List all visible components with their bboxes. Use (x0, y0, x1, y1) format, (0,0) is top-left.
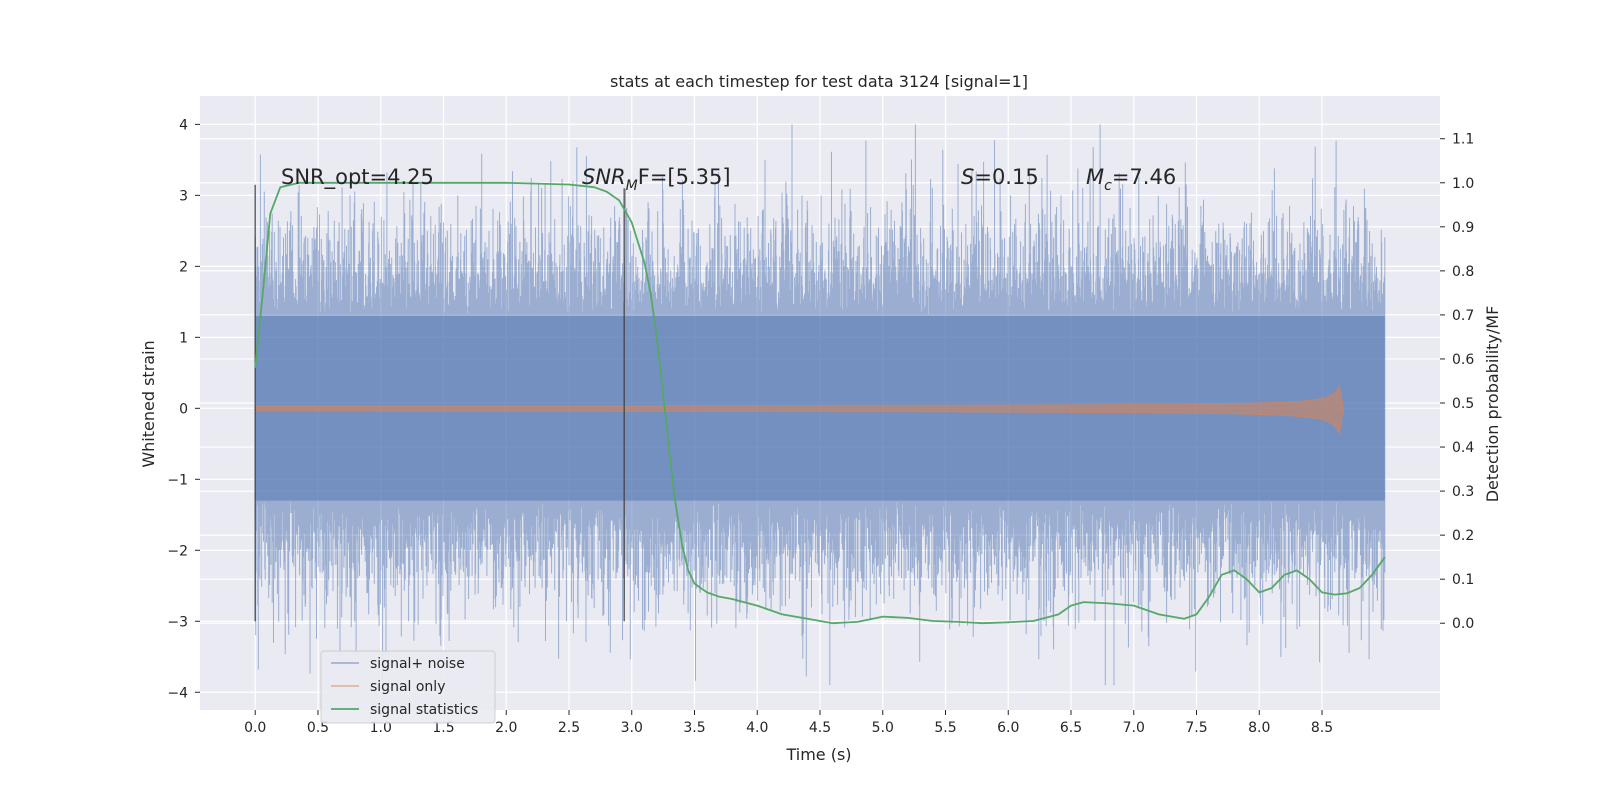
x-tick-label: 1.0 (370, 720, 392, 736)
x-tick-label: 2.0 (495, 720, 517, 736)
y-tick-label: 0 (179, 401, 188, 417)
x-tick-label: 2.5 (558, 720, 580, 736)
x-tick-label: 8.0 (1248, 720, 1270, 736)
y2-tick-label: 0.5 (1452, 396, 1474, 412)
y-tick-label: −4 (167, 685, 188, 701)
x-tick-label: 6.0 (997, 720, 1019, 736)
snr-mf-prefix: SNR (582, 165, 626, 189)
y2-tick-label: 0.0 (1452, 616, 1474, 632)
x-axis-label: Time (s) (785, 745, 851, 764)
x-tick-label: 7.0 (1123, 720, 1145, 736)
x-tick-label: 5.0 (872, 720, 894, 736)
y-tick-label: 3 (179, 188, 188, 204)
x-tick-label: 8.5 (1311, 720, 1333, 736)
snr-mf-annotation: SNRMF=[5.35] (582, 165, 731, 194)
x-tick-label: 3.5 (683, 720, 705, 736)
y2-tick-label: 0.3 (1452, 484, 1474, 500)
x-tick-label: 4.5 (809, 720, 831, 736)
y-tick-label: 4 (179, 117, 188, 133)
y-tick-label: −2 (167, 543, 188, 559)
legend-label-signal-only: signal only (370, 679, 445, 695)
y2-tick-label: 1.0 (1452, 176, 1474, 192)
x-tick-label: 0.0 (244, 720, 266, 736)
y2-tick-label: 0.6 (1452, 352, 1474, 368)
y2-axis-label: Detection probability/MF (1483, 306, 1502, 503)
x-tick-label: 1.5 (432, 720, 454, 736)
y-tick-label: 2 (179, 259, 188, 275)
y2-tick-label: 0.7 (1452, 308, 1474, 324)
x-tick-label: 5.5 (934, 720, 956, 736)
s-annotation: S=0.15 (961, 165, 1039, 189)
legend-label-signal-noise: signal+ noise (370, 656, 465, 672)
chart-title: stats at each timestep for test data 312… (610, 72, 1028, 91)
y2-tick-label: 0.9 (1452, 220, 1474, 236)
y-tick-label: −3 (167, 614, 188, 630)
y2-tick-label: 1.1 (1452, 132, 1474, 148)
mc-annotation: Mc=7.46 (1086, 165, 1176, 194)
x-tick-label: 0.5 (307, 720, 329, 736)
legend: signal+ noise signal only signal statist… (320, 650, 496, 724)
y-tick-label: 1 (179, 330, 188, 346)
y-tick-label: −1 (167, 472, 188, 488)
snr-mf-suffix: F=[5.35] (638, 165, 731, 189)
series-signal-only (254, 384, 1344, 436)
legend-label-signal-statistics: signal statistics (370, 702, 478, 718)
y2-tick-label: 0.8 (1452, 264, 1474, 280)
x-tick-label: 3.0 (621, 720, 643, 736)
y2-tick-label: 0.1 (1452, 572, 1474, 588)
y2-tick-label: 0.4 (1452, 440, 1474, 456)
y2-tick-label: 0.2 (1452, 528, 1474, 544)
snr-mf-sub: M (626, 178, 638, 194)
x-tick-label: 4.0 (746, 720, 768, 736)
legend-box (320, 650, 496, 724)
y-axis-label: Whitened strain (139, 340, 158, 467)
x-tick-label: 6.5 (1060, 720, 1082, 736)
x-tick-label: 7.5 (1185, 720, 1207, 736)
snr-opt-annotation: SNR_opt=4.25 (281, 165, 434, 190)
series-signal-statistics (254, 181, 1386, 625)
